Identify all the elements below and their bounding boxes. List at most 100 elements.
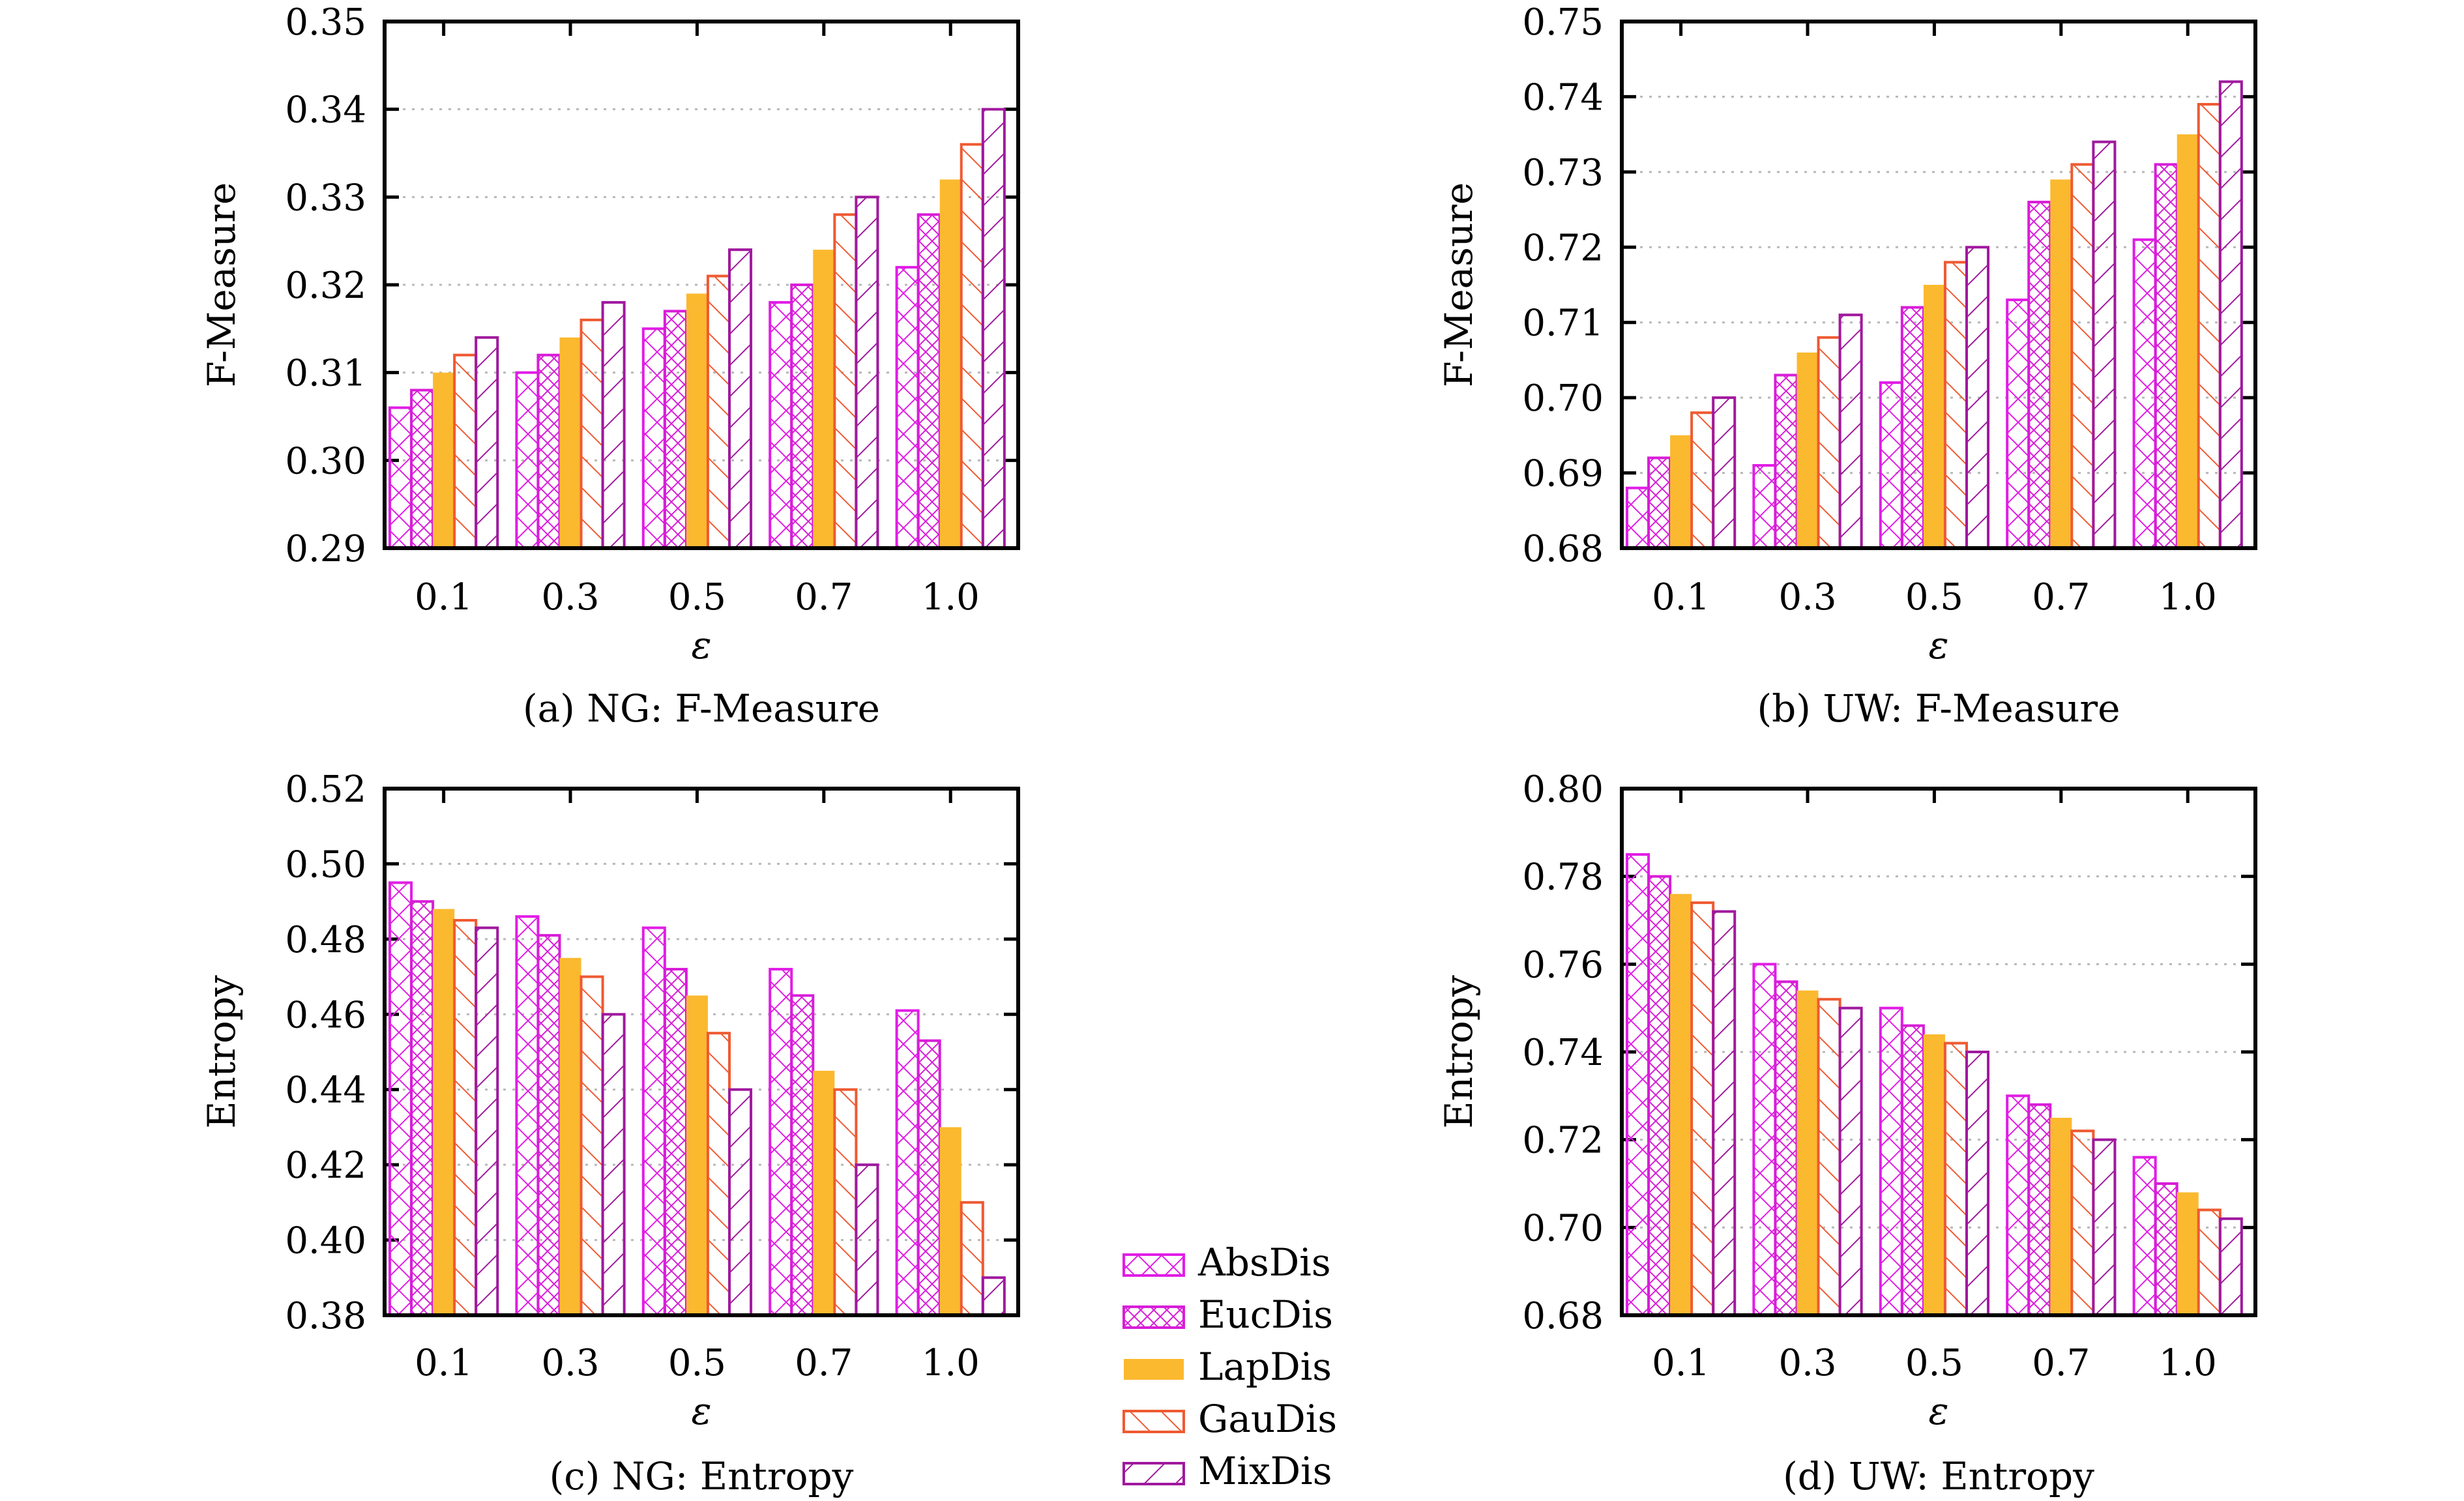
y-tick-label: 0.70 — [1522, 377, 1604, 420]
bar-mixdis-0_7: MixDis ε=0.7: 0.72 — [2092, 1138, 2117, 1317]
bar-gaudis-0_3: GauDis ε=0.3: 0.708 — [1817, 336, 1841, 549]
bar-gaudis-0_5: GauDis ε=0.5: 0.742 — [1943, 1042, 1968, 1317]
bar-lapdis-0_3: LapDis ε=0.3: 0.314 — [559, 337, 581, 548]
plot-frame — [1620, 20, 2257, 550]
bar-gaudis-1_0: GauDis ε=1.0: 0.739 — [2197, 102, 2222, 549]
y-tick-label: 0.48 — [285, 919, 366, 961]
y-axis-label: Entropy — [199, 975, 244, 1129]
bar-gaudis-1_0: GauDis ε=1.0: 0.41 — [960, 1201, 984, 1317]
bar-eucdis-0_5: EucDis ε=0.5: 0.472 — [663, 968, 688, 1317]
y-tick-label: 0.44 — [285, 1070, 366, 1112]
y-tick-label: 0.78 — [1522, 856, 1604, 899]
bar-lapdis-0_5: LapDis ε=0.5: 0.715 — [1923, 285, 1945, 548]
bar-absdis-0_3: AbsDis ε=0.3: 0.691 — [1752, 464, 1777, 549]
y-tick-label: 0.42 — [285, 1144, 366, 1187]
y-tick-label: 0.72 — [1522, 227, 1604, 269]
bar-absdis-0_7: AbsDis ε=0.7: 0.713 — [2006, 299, 2031, 549]
legend-item-mixdis: MixDis — [1122, 1449, 1332, 1493]
x-tick-label: 0.1 — [415, 576, 473, 619]
bar-mixdis-0_1: MixDis ε=0.1: 0.483 — [475, 926, 499, 1317]
bar-eucdis-0_3: EucDis ε=0.3: 0.481 — [536, 934, 561, 1317]
y-tick-label: 0.71 — [1522, 302, 1604, 345]
bar-absdis-0_5: AbsDis ε=0.5: 0.315 — [641, 327, 666, 549]
bar-gaudis-0_5: GauDis ε=0.5: 0.321 — [706, 274, 731, 549]
bar-lapdis-0_7: LapDis ε=0.7: 0.445 — [813, 1070, 835, 1315]
plot-frame — [383, 20, 1020, 550]
bar-gaudis-0_3: GauDis ε=0.3: 0.47 — [579, 975, 604, 1317]
subplot-1: 0.29 0.30 0.31 0.32 0.33 0.34 0.35 AbsDis ε=0.1… — [199, 1, 1020, 731]
bar-mixdis-0_1: MixDis ε=0.1: 0.314 — [475, 336, 499, 549]
legend-label: GauDis — [1198, 1397, 1337, 1441]
bar-mixdis-1_0: MixDis ε=1.0: 0.702 — [2218, 1217, 2243, 1317]
y-tick-label: 0.33 — [285, 177, 366, 219]
legend-label: EucDis — [1198, 1292, 1333, 1337]
x-tick-label: 0.3 — [1778, 576, 1836, 619]
subplot-caption: (d) UW: Entropy — [1783, 1454, 2094, 1498]
bar-absdis-1_0: AbsDis ε=1.0: 0.721 — [2132, 238, 2157, 549]
bar-mixdis-1_0: MixDis ε=1.0: 0.39 — [981, 1276, 1006, 1317]
x-tick-label: 0.5 — [1905, 576, 1963, 619]
bar-eucdis-0_1: EucDis ε=0.1: 0.78 — [1647, 875, 1672, 1317]
bar-gaudis-0_7: GauDis ε=0.7: 0.722 — [2070, 1129, 2095, 1317]
bar-mixdis-0_1: MixDis ε=0.1: 0.772 — [1712, 910, 1737, 1317]
bar-lapdis-0_3: LapDis ε=0.3: 0.706 — [1797, 352, 1819, 548]
bar-absdis-0_7: AbsDis ε=0.7: 0.318 — [769, 300, 793, 549]
bar-lapdis-0_1: LapDis ε=0.1: 0.695 — [1670, 435, 1692, 548]
y-tick-label: 0.30 — [285, 440, 366, 482]
y-tick-label: 0.32 — [285, 265, 366, 307]
subplot-4: 0.68 0.70 0.72 0.74 0.76 0.78 0.80 AbsDis ε=0.1… — [1437, 768, 2257, 1498]
bar-gaudis-0_7: GauDis ε=0.7: 0.731 — [2070, 163, 2095, 550]
y-tick-label: 0.52 — [285, 768, 366, 811]
bar-absdis-0_1: AbsDis ε=0.1: 0.495 — [389, 881, 413, 1317]
x-tick-label: 1.0 — [922, 576, 980, 619]
subplot-caption: (c) NG: Entropy — [550, 1454, 854, 1498]
bar-eucdis-0_7: EucDis ε=0.7: 0.728 — [2027, 1103, 2052, 1317]
bar-eucdis-0_1: EucDis ε=0.1: 0.308 — [410, 388, 435, 549]
legend-item-eucdis: EucDis — [1122, 1292, 1333, 1337]
bar-mixdis-1_0: MixDis ε=1.0: 0.742 — [2218, 80, 2243, 550]
bar-mixdis-0_5: MixDis ε=0.5: 0.324 — [727, 248, 753, 549]
bar-mixdis-0_3: MixDis ε=0.3: 0.318 — [601, 300, 626, 549]
y-tick-label: 0.68 — [1522, 1295, 1604, 1337]
bar-mixdis-0_7: MixDis ε=0.7: 0.42 — [855, 1163, 879, 1317]
bar-absdis-0_5: AbsDis ε=0.5: 0.483 — [641, 926, 666, 1317]
plot-frame — [1620, 787, 2257, 1317]
subplot-3: 0.38 0.40 0.42 0.44 0.46 0.48 0.50 0.52 AbsDis ε… — [199, 768, 1020, 1498]
y-axis-label: Entropy — [1437, 975, 1481, 1129]
bar-gaudis-0_5: GauDis ε=0.5: 0.455 — [706, 1032, 731, 1317]
bar-mixdis-0_5: MixDis ε=0.5: 0.74 — [1965, 1051, 1990, 1317]
bar-absdis-0_5: AbsDis ε=0.5: 0.702 — [1879, 381, 1903, 549]
bar-eucdis-1_0: EucDis ε=1.0: 0.453 — [917, 1039, 941, 1317]
y-tick-label: 0.70 — [1522, 1207, 1604, 1249]
bar-mixdis-0_1: MixDis ε=0.1: 0.7 — [1712, 396, 1737, 550]
legend-item-absdis: AbsDis — [1122, 1240, 1331, 1285]
bar-eucdis-0_3: EucDis ε=0.3: 0.703 — [1774, 373, 1798, 549]
legend-swatch — [1124, 1359, 1184, 1380]
bar-lapdis-1_0: LapDis ε=1.0: 0.332 — [939, 179, 961, 548]
legend-swatch — [1122, 1253, 1185, 1277]
legend-label: AbsDis — [1197, 1240, 1331, 1285]
x-tick-label: 0.3 — [1778, 1342, 1836, 1384]
y-tick-label: 0.35 — [285, 1, 366, 44]
bar-eucdis-1_0: EucDis ε=1.0: 0.71 — [2154, 1182, 2178, 1317]
y-tick-label: 0.46 — [285, 994, 366, 1036]
bar-gaudis-0_3: GauDis ε=0.3: 0.316 — [579, 318, 604, 549]
x-axis-label: ε — [1928, 1389, 1948, 1433]
bar-mixdis-0_3: MixDis ε=0.3: 0.46 — [601, 1013, 626, 1317]
subplot-caption: (a) NG: F-Measure — [523, 686, 880, 731]
y-tick-label: 0.29 — [285, 528, 366, 570]
bar-eucdis-0_5: EucDis ε=0.5: 0.746 — [1900, 1024, 1925, 1317]
y-tick-label: 0.69 — [1522, 453, 1604, 495]
bar-absdis-0_1: AbsDis ε=0.1: 0.306 — [389, 406, 413, 549]
bar-eucdis-0_7: EucDis ε=0.7: 0.32 — [790, 284, 815, 549]
bar-lapdis-0_5: LapDis ε=0.5: 0.465 — [686, 995, 708, 1315]
plot-frame — [383, 787, 1020, 1317]
bar-mixdis-0_7: MixDis ε=0.7: 0.33 — [855, 196, 879, 550]
legend-swatch — [1122, 1305, 1185, 1329]
x-tick-label: 0.1 — [1652, 1342, 1710, 1384]
y-tick-label: 0.74 — [1522, 1032, 1604, 1074]
y-tick-label: 0.68 — [1522, 528, 1604, 570]
bar-lapdis-0_3: LapDis ε=0.3: 0.754 — [1797, 990, 1819, 1315]
bar-gaudis-1_0: GauDis ε=1.0: 0.336 — [960, 143, 984, 550]
